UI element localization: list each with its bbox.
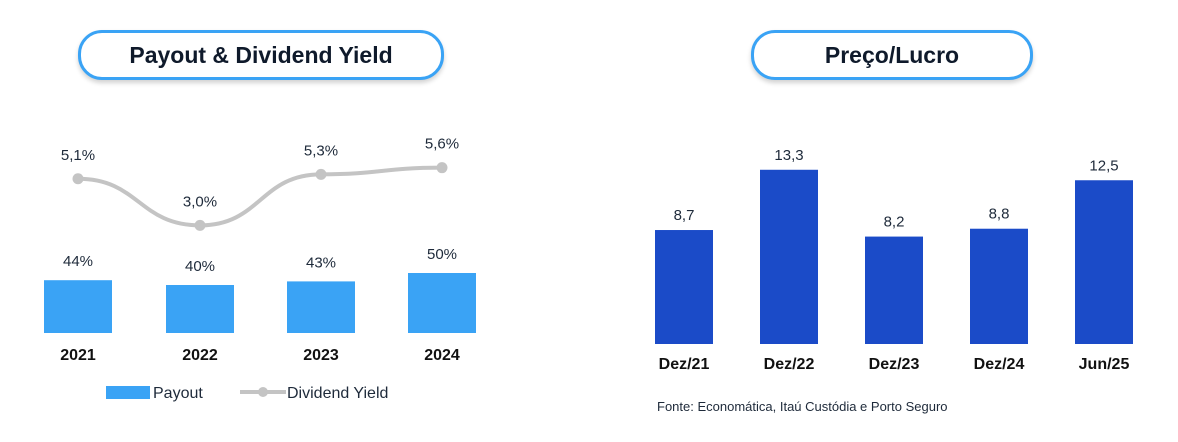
payout-data-label: 43% bbox=[306, 254, 336, 271]
pe-bar bbox=[970, 228, 1028, 344]
pe-bar bbox=[865, 236, 923, 344]
payout-data-label: 50% bbox=[427, 246, 457, 263]
dividend-yield-point bbox=[436, 162, 448, 174]
x-tick-label: 2024 bbox=[424, 347, 460, 364]
payout-data-label: 40% bbox=[185, 258, 215, 275]
payout-bar bbox=[408, 273, 476, 333]
dividend-yield-data-label: 5,3% bbox=[304, 142, 338, 159]
legend-dividend-yield-label: Dividend Yield bbox=[287, 385, 388, 402]
payout-bar bbox=[166, 285, 234, 333]
payout-data-label: 44% bbox=[63, 253, 93, 270]
legend-payout-swatch bbox=[106, 386, 150, 399]
pe-data-label: 8,8 bbox=[989, 206, 1010, 223]
x-tick-label: Jun/25 bbox=[1079, 356, 1130, 373]
legend-payout-label: Payout bbox=[153, 385, 203, 402]
legend-dividend-yield-marker bbox=[258, 387, 268, 397]
pe-data-label: 12,5 bbox=[1089, 157, 1118, 174]
dividend-yield-data-label: 5,6% bbox=[425, 136, 459, 153]
x-tick-label: Dez/22 bbox=[764, 356, 815, 373]
payout-bar bbox=[44, 280, 112, 333]
x-tick-label: 2021 bbox=[60, 347, 96, 364]
source-note: Fonte: Economática, Itaú Custódia e Port… bbox=[657, 399, 948, 414]
dividend-yield-data-label: 5,1% bbox=[61, 147, 95, 164]
payout-chart-title: Payout & Dividend Yield bbox=[78, 30, 444, 80]
x-tick-label: Dez/24 bbox=[974, 356, 1025, 373]
pe-bar bbox=[655, 230, 713, 344]
x-tick-label: 2022 bbox=[182, 347, 218, 364]
payout-bar bbox=[287, 281, 355, 333]
pe-data-label: 13,3 bbox=[774, 147, 803, 164]
pe-data-label: 8,2 bbox=[884, 214, 905, 231]
x-tick-label: Dez/23 bbox=[869, 356, 920, 373]
x-tick-label: 2023 bbox=[303, 347, 339, 364]
pe-chart-title: Preço/Lucro bbox=[751, 30, 1033, 80]
dividend-yield-point bbox=[315, 168, 327, 180]
x-tick-label: Dez/21 bbox=[659, 356, 710, 373]
dividend-yield-point bbox=[194, 219, 206, 231]
dividend-yield-data-label: 3,0% bbox=[183, 193, 217, 210]
dividend-yield-line bbox=[77, 165, 443, 228]
dividend-yield-point bbox=[72, 173, 84, 185]
pe-bar bbox=[760, 169, 818, 344]
pe-data-label: 8,7 bbox=[674, 207, 695, 224]
pe-bar bbox=[1075, 180, 1133, 344]
